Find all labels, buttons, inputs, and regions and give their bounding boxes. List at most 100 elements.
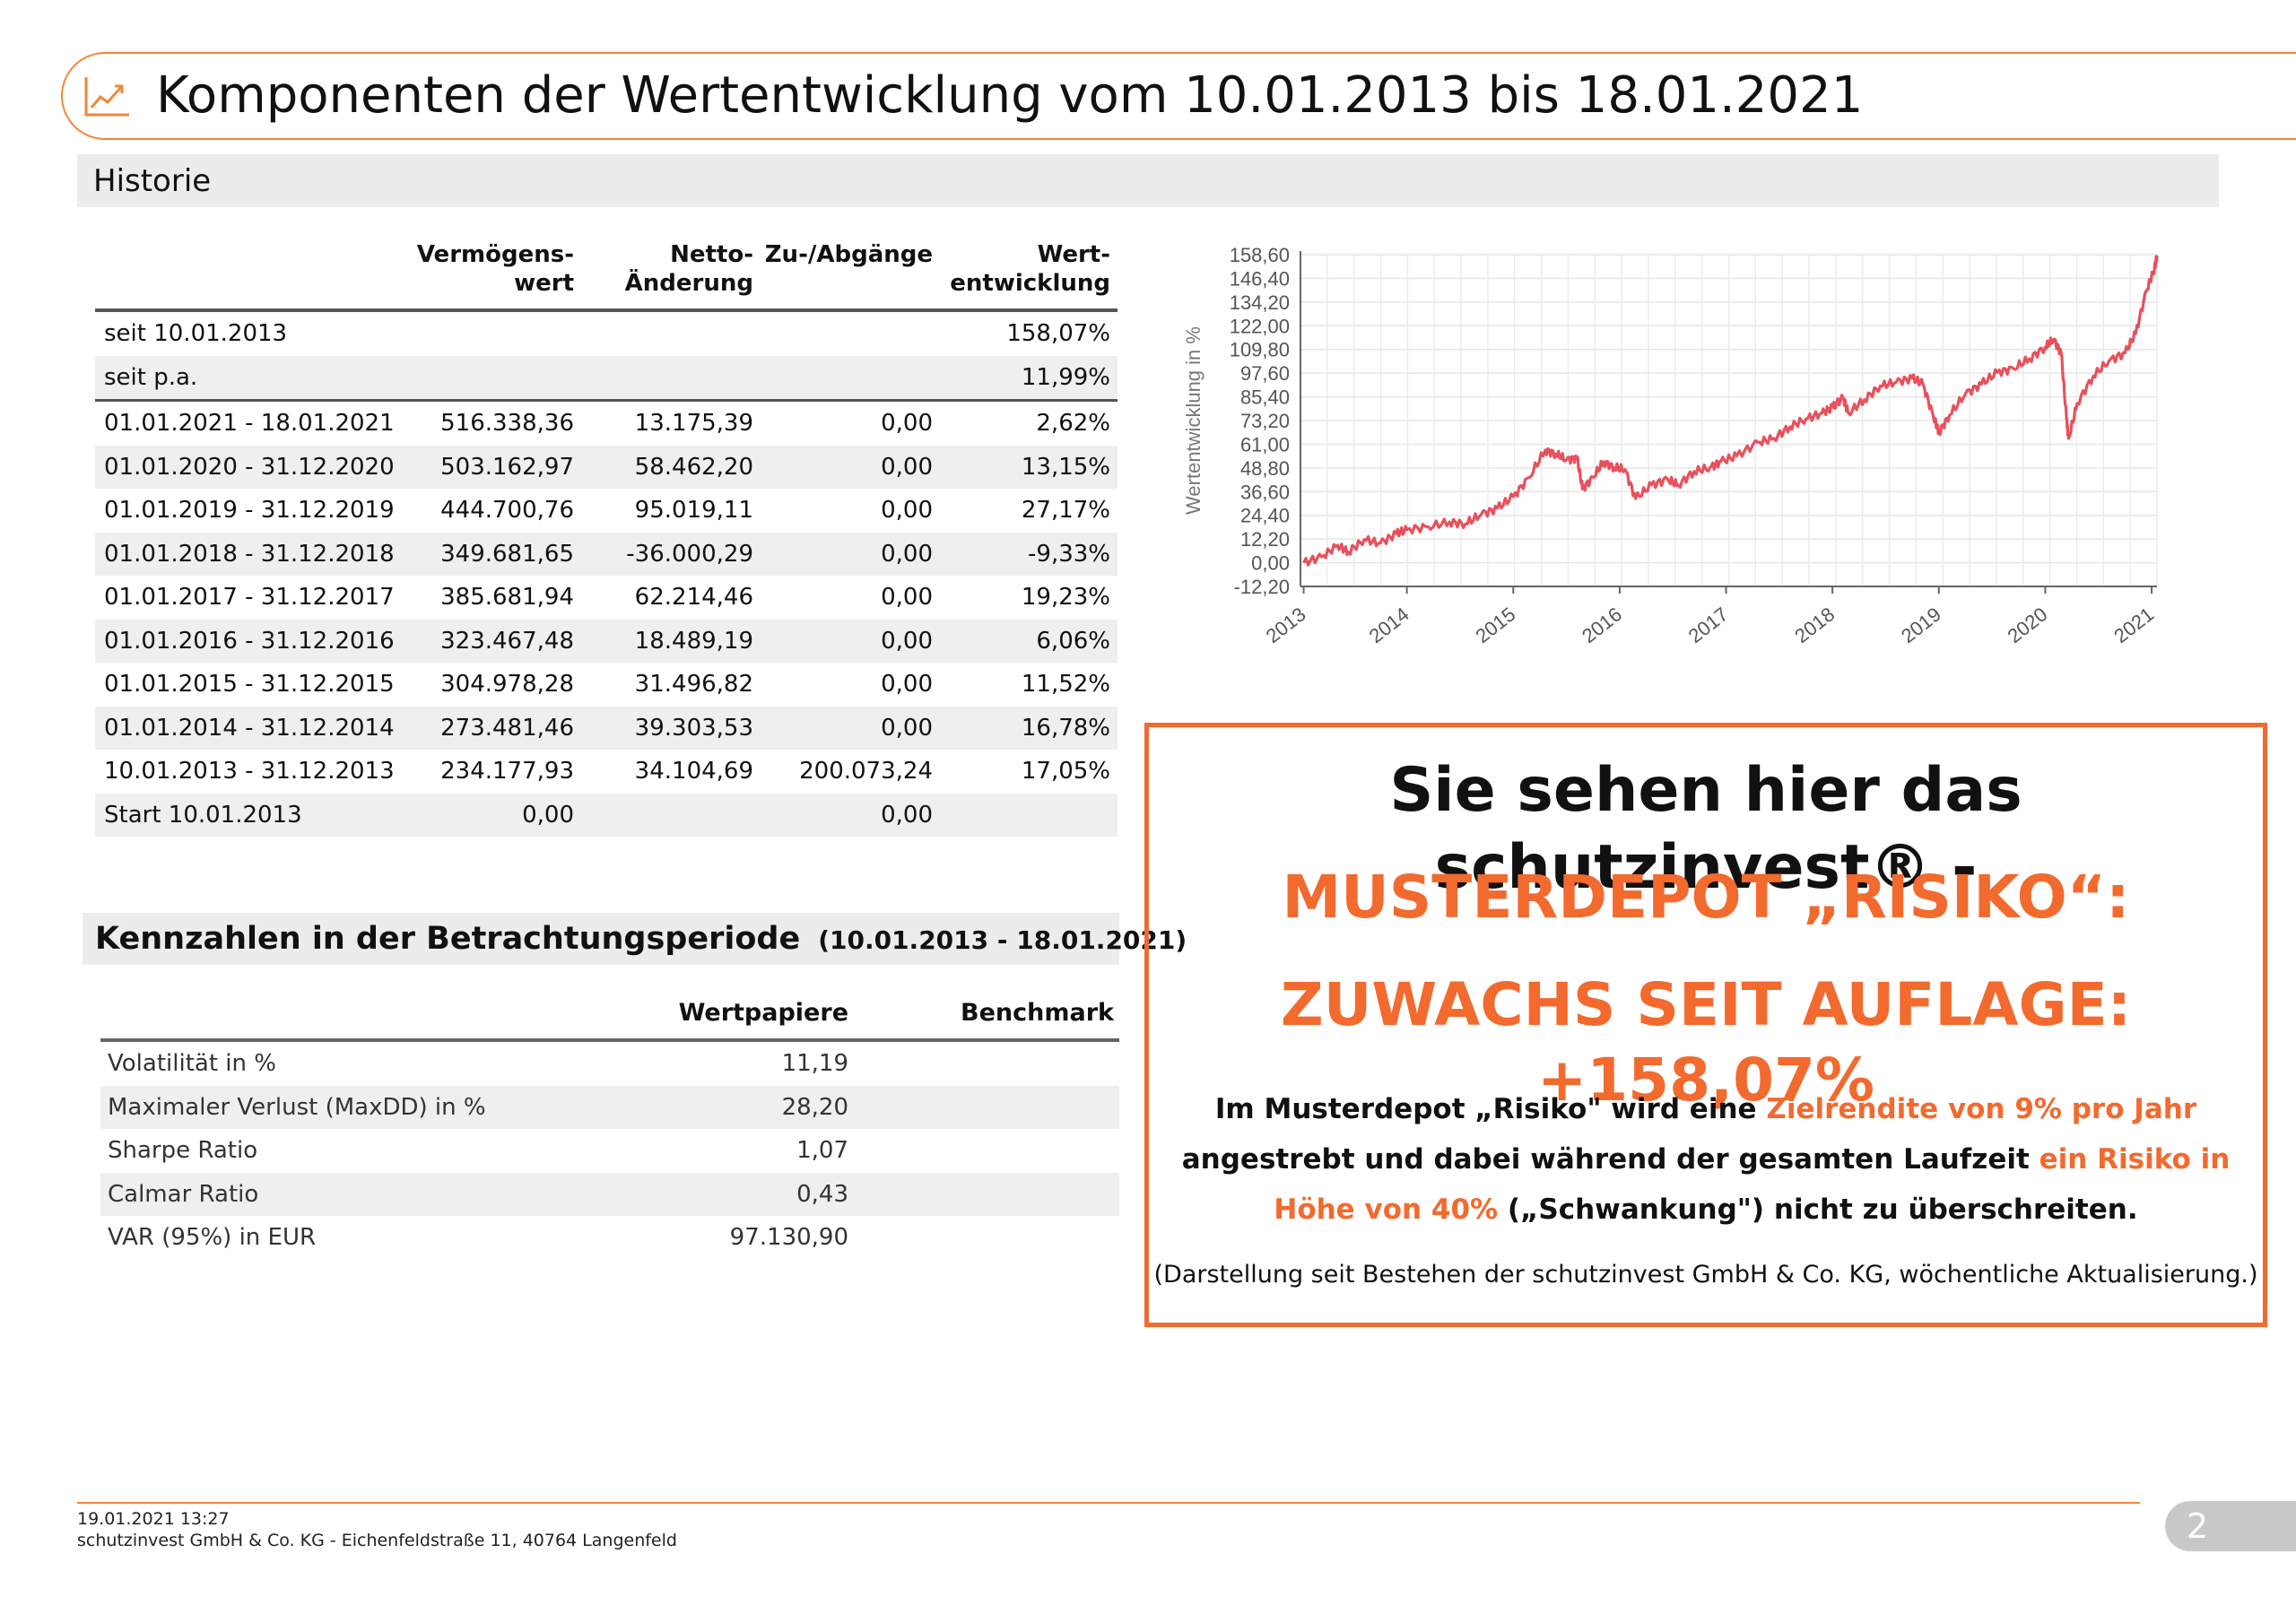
y-tick-label: 97,60 [1240,362,1290,385]
y-tick-label: 36,60 [1240,481,1290,503]
x-tick-label: 2013 [1262,603,1310,647]
table-row: Volatilität in % 11,19 [100,1042,1119,1086]
promo-description: Im Musterdepot „Risiko" wird eine Zielre… [1167,1084,2245,1235]
history-table-body: seit 10.01.2013 158,07% seit p.a. 11,99% 01.… [95,312,1118,837]
cell-wertpapiere: 11,19 [781,1050,848,1077]
cell-vermoegenswert: 385.681,94 [440,584,574,611]
table-row: seit p.a. 11,99% [95,355,1118,402]
table-row: 01.01.2021 - 18.01.2021 516.338,36 13.175,… [95,402,1118,446]
y-tick-label: 48,80 [1240,457,1290,480]
cell-vermoegenswert: 323.467,48 [440,627,574,655]
performance-line [1302,255,2159,567]
column-header-vermoegenswert: Vermögens-wert [416,241,574,297]
history-table: Vermögens-wert Netto- Änderung Zu-/Abgäng… [95,235,1118,837]
cell-vermoegenswert: 234.177,93 [440,758,574,785]
cell-netto-aenderung: 39.303,53 [634,714,753,742]
y-tick-label: 85,40 [1240,386,1290,409]
y-tick-label: 146,40 [1230,267,1290,290]
footer-address: schutzinvest GmbH & Co. KG - Eichenfelds… [77,1531,677,1550]
y-tick-label: 24,40 [1240,505,1290,527]
cell-zu-abgaenge: 0,00 [881,453,933,481]
cell-netto-aenderung: 95.019,11 [634,497,753,524]
y-tick-label: 12,20 [1240,528,1290,551]
cell-period: seit 10.01.2013 [104,320,288,347]
cell-zu-abgaenge: 0,00 [881,627,933,655]
cell-wertpapiere: 0,43 [796,1180,848,1208]
x-tick-label: 2014 [1365,603,1413,647]
y-tick-label: -12,20 [1234,576,1290,598]
cell-period: Start 10.01.2013 [104,801,302,829]
table-row: 10.01.2013 - 31.12.2013 234.177,93 34.104,… [95,750,1118,794]
cell-period: 01.01.2017 - 31.12.2017 [104,584,395,611]
y-tick-label: 0,00 [1251,552,1290,575]
cell-wertentwicklung: 6,06% [1036,627,1110,655]
table-row: Sharpe Ratio 1,07 [100,1129,1119,1173]
promo-note: (Darstellung seit Bestehen der schutzinv… [1153,1261,2258,1289]
promo-body-text-1: Im Musterdepot „Risiko" wird eine [1214,1093,1767,1125]
historie-title: Historie [93,163,212,199]
cell-netto-aenderung: 13.175,39 [634,410,753,437]
cell-vermoegenswert: 444.700,76 [440,497,574,524]
cell-netto-aenderung: 18.489,19 [634,627,753,655]
historie-section-bar: Historie [77,154,2219,207]
cell-period: 01.01.2014 - 31.12.2014 [104,714,395,742]
cell-period: 01.01.2015 - 31.12.2015 [104,671,395,698]
cell-kennzahl: Maximaler Verlust (MaxDD) in % [108,1093,486,1121]
cell-wertentwicklung: 11,52% [1021,671,1110,698]
footer-date: 19.01.2021 13:27 [77,1509,230,1529]
cell-period: 01.01.2018 - 31.12.2018 [104,540,395,568]
cell-vermoegenswert: 503.162,97 [440,453,574,481]
promo-depot-name: MUSTERDEPOT „RISIKO“: [1282,863,2130,932]
cell-zu-abgaenge: 200.073,24 [799,758,933,785]
promo-box: Sie sehen hier das schutzinvest® - MUSTE… [1144,723,2267,1327]
column-header-zu-abgaenge: Zu-/Abgänge [764,241,933,268]
cell-period: 01.01.2021 - 18.01.2021 [104,410,395,437]
cell-kennzahl: Sharpe Ratio [108,1137,258,1164]
kennzahlen-table: Wertpapiere Benchmark Volatilität in % 11… [100,992,1119,1260]
cell-kennzahl: VAR (95%) in EUR [108,1224,317,1251]
page-number-badge: 2 [2165,1501,2296,1551]
x-tick-label: 2021 [2109,603,2158,647]
performance-chart: 158,60 146,40 134,20 122,00 109,80 97,60 85,40… [1175,242,2179,681]
cell-wertentwicklung: 27,17% [1021,497,1110,524]
cell-wertentwicklung: 158,07% [1006,320,1110,347]
x-tick-label: 2018 [1790,603,1839,647]
y-tick-label: 109,80 [1230,339,1290,361]
cell-netto-aenderung: 31.496,82 [634,671,753,698]
cell-wertentwicklung: 17,05% [1021,758,1110,785]
kennzahlen-title: Kennzahlen in der Betrachtungsperiode (10… [95,920,1187,959]
y-axis-title: Wertentwicklung in % [1182,326,1205,515]
table-row: 01.01.2020 - 31.12.2020 503.162,97 58.462,… [95,445,1118,489]
cell-zu-abgaenge: 0,00 [881,801,933,829]
cell-wertentwicklung: -9,33% [1028,540,1110,568]
cell-zu-abgaenge: 0,00 [881,410,933,437]
cell-period: 01.01.2019 - 31.12.2019 [104,497,395,524]
cell-wertentwicklung: 19,23% [1021,584,1110,611]
cell-zu-abgaenge: 0,00 [881,714,933,742]
y-tick-label: 158,60 [1230,244,1290,266]
cell-wertentwicklung: 2,62% [1036,410,1110,437]
x-tick-label: 2017 [1684,603,1733,647]
cell-zu-abgaenge: 0,00 [881,671,933,698]
cell-vermoegenswert: 516.338,36 [440,410,574,437]
performance-chart-svg: 158,60146,40134,20122,00109,8097,6085,40… [1182,244,2159,647]
table-row: 01.01.2017 - 31.12.2017 385.681,94 62.214,… [95,576,1118,620]
promo-headline: Sie sehen hier das schutzinvest® - [1389,755,2022,903]
promo-body-text-2: angestrebt und dabei während der gesamte… [1181,1143,2039,1176]
table-row: 01.01.2015 - 31.12.2015 304.978,28 31.496,… [95,663,1118,707]
cell-netto-aenderung: 58.462,20 [634,453,753,481]
y-tick-label: 73,20 [1240,410,1290,432]
cell-period: 01.01.2016 - 31.12.2016 [104,627,395,655]
history-table-header: Vermögens-wert Netto- Änderung Zu-/Abgäng… [95,235,1118,312]
table-row: 01.01.2018 - 31.12.2018 349.681,65 -36.000… [95,532,1118,576]
promo-target-return: Zielrendite von 9% pro Jahr [1766,1093,2197,1125]
y-tick-label: 61,00 [1240,433,1290,456]
column-header-wertpapiere: Wertpapiere [678,999,848,1027]
page-number: 2 [2187,1506,2209,1546]
cell-zu-abgaenge: 0,00 [881,584,933,611]
y-tick-label: 134,20 [1230,291,1290,314]
column-header-netto-aenderung: Netto- Änderung [624,241,753,297]
cell-vermoegenswert: 273.481,46 [440,714,574,742]
table-row: VAR (95%) in EUR 97.130,90 [100,1216,1119,1260]
cell-netto-aenderung: 62.214,46 [634,584,753,611]
